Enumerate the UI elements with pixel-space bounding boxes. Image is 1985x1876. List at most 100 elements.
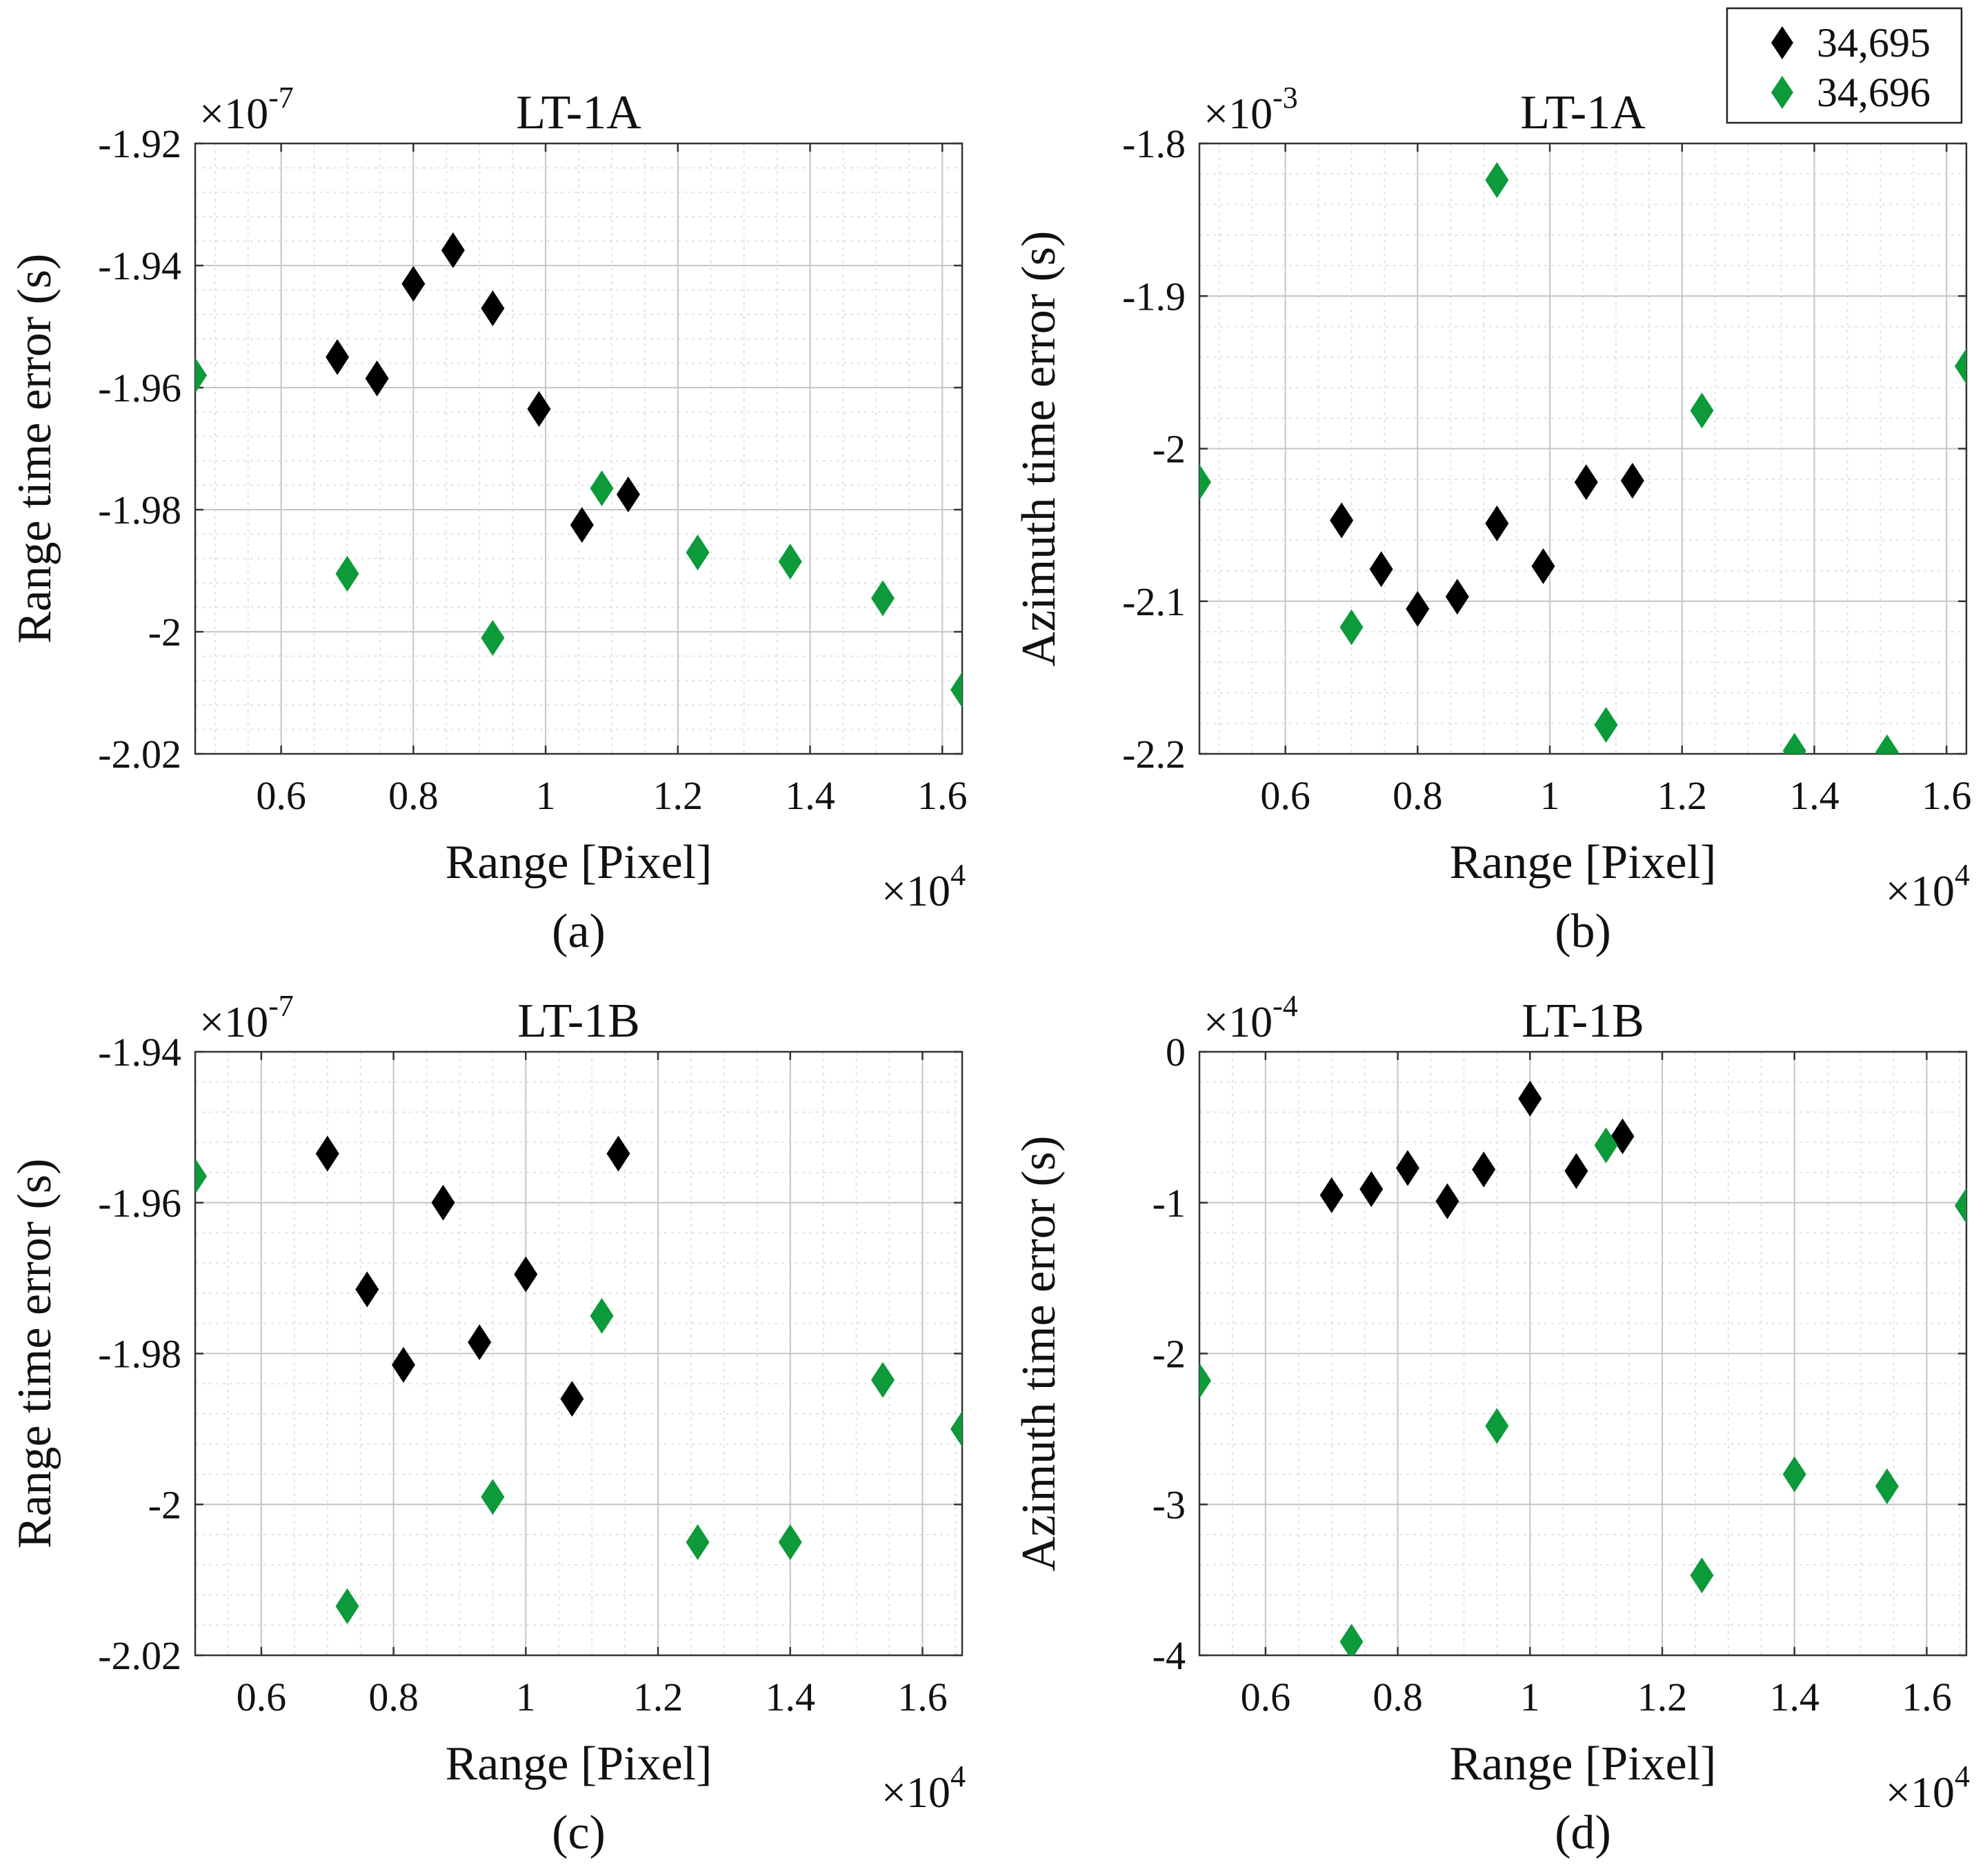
x-tick-label: 1.6 [897, 1675, 948, 1719]
x-tick-label: 1.6 [917, 773, 968, 818]
point-34695 [560, 1381, 584, 1417]
point-34696 [950, 1410, 962, 1447]
point-34696 [1485, 162, 1509, 199]
panel-caption: (b) [1555, 905, 1611, 958]
x-multiplier: ×10 [881, 1768, 950, 1817]
panel-d: 0.6 0.8 1 1.2 1.4 1.6-4-3-2-10LT-1B×10-4×104R… [1013, 989, 1970, 1859]
x-axis-label: Range [Pixel] [446, 1737, 712, 1790]
x-exponent: 4 [1955, 858, 1970, 892]
point-34696 [590, 1297, 614, 1334]
chart-title: LT-1A [516, 86, 641, 139]
y-tick-label: -1.8 [1122, 121, 1186, 166]
point-34696 [481, 1479, 505, 1515]
point-34696 [1339, 609, 1364, 646]
x-tick-label: 0.6 [1260, 773, 1310, 818]
y-axis-label: Range time error (s) [8, 1159, 61, 1549]
y-exponent: -4 [1273, 989, 1298, 1023]
point-34695 [1518, 1080, 1542, 1117]
point-34695 [1406, 590, 1430, 627]
x-tick-label: 1.2 [653, 773, 704, 818]
plot-frame [1198, 142, 1968, 755]
x-tick-label: 1.2 [633, 1675, 684, 1719]
y-axis-label: Azimuth time error (s) [1013, 1136, 1066, 1572]
point-34695 [481, 290, 505, 326]
panel-caption: (d) [1555, 1806, 1611, 1859]
x-tick-label: 0.6 [1241, 1675, 1291, 1719]
plot-frame [1198, 1050, 1968, 1657]
x-axis-label: Range [Pixel] [1450, 836, 1717, 889]
y-multiplier: ×10 [199, 89, 268, 138]
point-34695 [527, 390, 551, 427]
y-tick-label: -1.94 [98, 1030, 181, 1075]
y-tick-label: -2 [148, 1482, 181, 1527]
x-tick-label: 1.2 [1637, 1675, 1688, 1719]
y-exponent: -3 [1273, 81, 1298, 114]
point-34696 [1690, 1557, 1714, 1594]
y-axis-label: Azimuth time error (s) [1013, 231, 1066, 667]
point-34696 [950, 672, 962, 708]
point-34695 [1395, 1150, 1419, 1186]
y-tick-label: -1.92 [98, 121, 181, 166]
x-multiplier: ×10 [1886, 866, 1955, 915]
y-tick-label: -1.96 [98, 1181, 181, 1226]
point-34696 [1875, 1468, 1899, 1504]
x-axis-label: Range [Pixel] [1450, 1737, 1717, 1790]
x-exponent-label: ×104 [881, 858, 966, 915]
point-34695 [1531, 548, 1555, 584]
point-34696 [1199, 464, 1211, 501]
y-multiplier: ×10 [1204, 89, 1273, 138]
x-tick-label: 1.6 [1922, 773, 1972, 818]
point-34695 [1472, 1151, 1496, 1188]
chart-title: LT-1B [1522, 995, 1644, 1048]
panel-a: 0.6 0.8 1 1.2 1.4 1.6 -2.02 -2 -1.98 -1.96 -1.94 -1… [8, 81, 968, 958]
y-exponent-label: ×10-7 [199, 81, 294, 138]
point-34695 [1620, 462, 1644, 499]
point-34696 [778, 1524, 802, 1560]
point-34695 [391, 1346, 415, 1383]
x-tick-label: 0.8 [1373, 1675, 1423, 1719]
point-34696 [870, 580, 895, 617]
y-axis-label: Range time error (s) [8, 254, 61, 644]
x-tick-label: 1.6 [1902, 1675, 1952, 1719]
y-exponent-label: ×10-7 [199, 989, 294, 1046]
point-34696 [870, 1361, 895, 1398]
y-tick-label: -3 [1153, 1482, 1186, 1527]
x-tick-label: 0.8 [1393, 773, 1443, 818]
point-34696 [195, 1158, 207, 1195]
point-34695 [365, 360, 389, 397]
y-tick-label: -1.96 [98, 366, 181, 410]
y-tick-label: -1.94 [98, 243, 181, 288]
y-tick-label: -2.2 [1122, 732, 1186, 777]
x-tick-label: 1 [536, 773, 556, 818]
point-34695 [1445, 579, 1469, 615]
point-34696 [778, 543, 802, 580]
point-34695 [315, 1135, 339, 1172]
x-tick-label: 0.6 [237, 1675, 287, 1719]
point-34696 [335, 1588, 359, 1624]
panel-c: 0.6 0.8 1 1.2 1.4 1.6 -2.02 -2 -1.98 -1.96 -1.94 LT… [8, 989, 966, 1859]
y-tick-label: -2.1 [1122, 579, 1186, 624]
y-tick-label: -1.98 [98, 488, 181, 532]
legend-label: 34,695 [1817, 20, 1931, 66]
legend-marker [1771, 76, 1793, 109]
point-34696 [686, 1524, 710, 1560]
x-tick-label: 1.4 [766, 1675, 816, 1719]
x-tick-label: 1.4 [1789, 773, 1839, 818]
point-34695 [1330, 502, 1354, 539]
y-tick-label: -2.02 [98, 1633, 181, 1678]
x-tick-label: 1.4 [1770, 1675, 1820, 1719]
panel-caption: (a) [552, 905, 606, 958]
point-34695 [1359, 1171, 1384, 1208]
chart-title: LT-1A [1520, 86, 1646, 139]
point-34696 [1594, 706, 1618, 743]
legend-marker [1771, 26, 1793, 59]
point-34695 [468, 1324, 492, 1361]
x-exponent: 4 [1955, 1759, 1970, 1793]
x-multiplier: ×10 [1886, 1768, 1955, 1817]
point-34695 [1319, 1177, 1344, 1213]
point-34695 [606, 1135, 630, 1172]
chart-title: LT-1B [517, 995, 640, 1048]
x-exponent: 4 [950, 1759, 966, 1793]
point-34696 [1955, 348, 1966, 385]
